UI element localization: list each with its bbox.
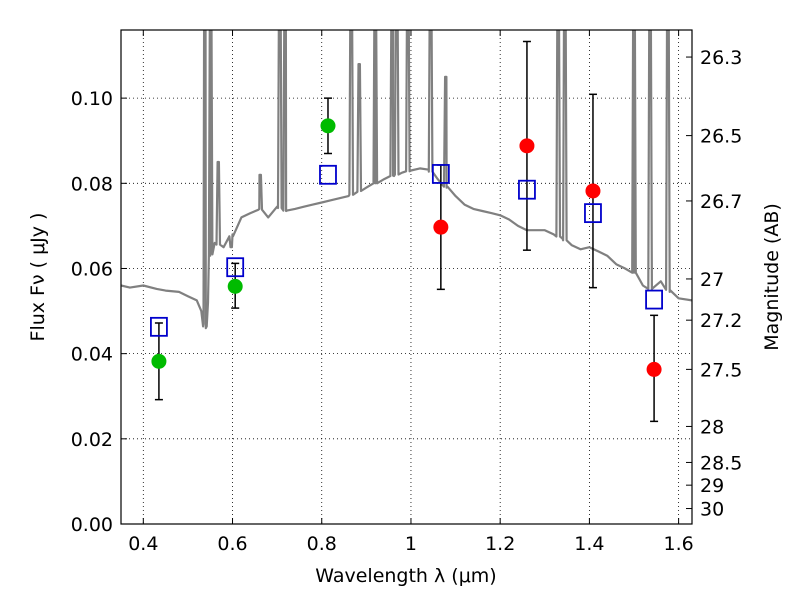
y2-tick-label: 26.7 [700, 191, 742, 213]
y2-tick-label: 26.5 [700, 126, 742, 148]
y-tick-label: 0.00 [71, 514, 113, 536]
y2-tick-label: 26.3 [700, 47, 742, 69]
y-tick-label: 0.06 [71, 258, 113, 280]
model-point-square [645, 289, 663, 310]
data-point-circle [585, 183, 601, 199]
data-point-circle [320, 118, 336, 134]
y2-tick-label: 27.5 [700, 359, 742, 381]
model-point-square [431, 164, 450, 184]
x-tick-label: 0.6 [217, 533, 247, 555]
y2-tick-label: 27 [700, 269, 724, 291]
y2-tick-label: 28.5 [700, 452, 742, 474]
data-point-circle [151, 353, 167, 369]
data-point-circle [433, 219, 449, 235]
x-tick-label: 1.6 [664, 533, 694, 555]
x-tick-label: 1.2 [485, 533, 515, 555]
y2-tick-label: 29 [700, 475, 724, 497]
data-point-circle [519, 138, 535, 154]
x-tick-label: 0.4 [128, 533, 158, 555]
y2-tick-label: 30 [700, 499, 724, 521]
model-point-square [518, 179, 536, 200]
y-tick-label: 0.08 [71, 173, 113, 195]
model-spectrum-line [121, 30, 692, 330]
plot-frame [120, 29, 693, 525]
x-tick-label: 1 [405, 533, 417, 555]
data-point-circle [227, 278, 243, 294]
model-point-square [226, 257, 245, 278]
y2-tick-label: 27.2 [700, 310, 742, 332]
y-tick-label: 0.02 [71, 429, 113, 451]
data-point-circle [646, 361, 662, 377]
data-layer [121, 30, 692, 423]
y2-tick-label: 28 [700, 416, 724, 438]
model-point-square [584, 203, 602, 224]
x-tick-label: 1.4 [574, 533, 604, 555]
y-axis-title: Flux Fν ( μJy ) [27, 213, 49, 342]
y-tick-label: 0.04 [71, 344, 113, 366]
ticks: 0.4 0.6 0.8 1 1.2 1.4 1.6 0.00 0.02 0.04 0.06 0.08 0… [71, 30, 742, 555]
x-tick-label: 0.8 [307, 533, 337, 555]
y2-axis-title: Magnitude (AB) [761, 203, 783, 351]
model-point-square [319, 164, 337, 185]
x-axis-title: Wavelength λ (μm) [315, 565, 496, 587]
y-tick-label: 0.10 [71, 88, 113, 110]
model-point-square [150, 316, 168, 337]
